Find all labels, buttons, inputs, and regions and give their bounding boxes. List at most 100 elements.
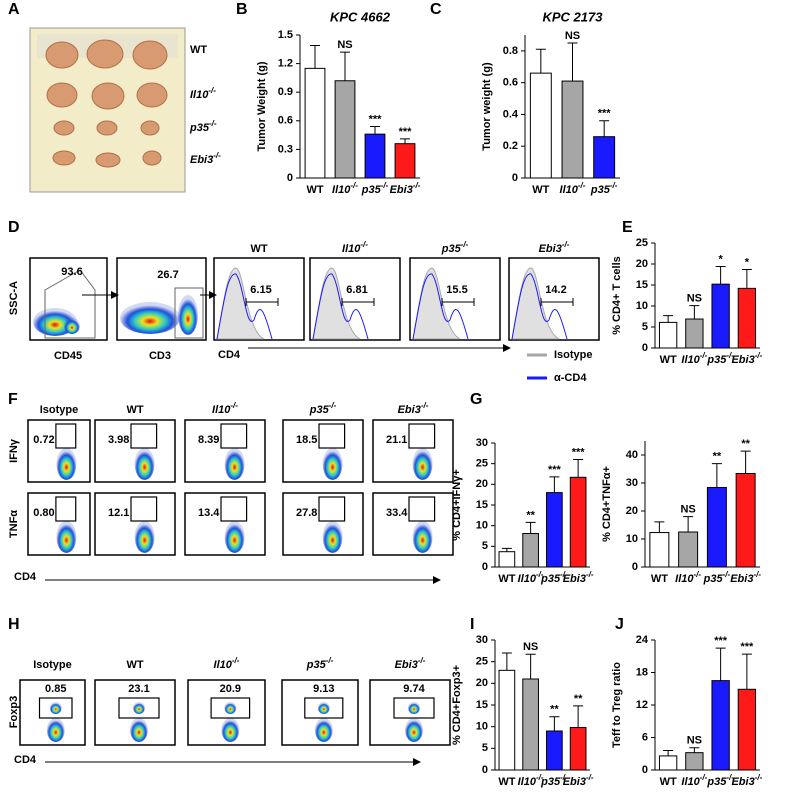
density-blob bbox=[56, 448, 77, 480]
y-tick-label: 24 bbox=[636, 634, 649, 646]
flow-plot bbox=[27, 492, 91, 556]
isotype-histogram bbox=[312, 267, 361, 340]
y-tick-label: 0.9 bbox=[278, 86, 293, 98]
y-tick-label: 30 bbox=[476, 634, 488, 646]
significance-label: *** bbox=[714, 635, 728, 647]
bar bbox=[685, 318, 704, 349]
y-tick-label: 25 bbox=[476, 656, 488, 668]
gate-value: 21.1 bbox=[386, 434, 407, 446]
density-blob bbox=[49, 702, 62, 714]
gate bbox=[304, 697, 344, 719]
histogram-plot bbox=[508, 257, 600, 341]
y-tick-label: 0.8 bbox=[503, 45, 518, 57]
y-axis-label: % CD4+TNFα+ bbox=[601, 466, 613, 542]
y-tick-label: 0 bbox=[642, 342, 648, 354]
column-label: Isotype bbox=[40, 404, 79, 416]
significance-label: *** bbox=[598, 108, 612, 120]
y-tick-label: 20 bbox=[636, 258, 648, 270]
error-bar bbox=[689, 305, 700, 320]
x-tick-label: p35-/- bbox=[703, 570, 731, 585]
flow-plot bbox=[187, 679, 266, 746]
gate bbox=[408, 496, 436, 522]
gate bbox=[393, 697, 435, 719]
density-blob bbox=[408, 702, 420, 714]
column-label: Ebi3-/- bbox=[539, 240, 570, 255]
chart-title: KPC 2173 bbox=[543, 9, 604, 24]
density-blob bbox=[322, 521, 343, 553]
flow-plot bbox=[282, 492, 364, 556]
chart-title: KPC 4662 bbox=[330, 9, 391, 24]
x-tick-label: Ebi3-/- bbox=[563, 570, 594, 585]
column-label: WT bbox=[126, 404, 143, 416]
y-axis-label: Tumor Weight (g) bbox=[256, 61, 268, 151]
y-tick-label: 30 bbox=[626, 477, 638, 489]
bar bbox=[711, 680, 730, 771]
flow-plot bbox=[281, 679, 359, 746]
error-bar bbox=[310, 44, 320, 69]
density-blob bbox=[224, 521, 245, 553]
x-tick-label: WT bbox=[498, 776, 515, 788]
error-bar bbox=[573, 705, 584, 728]
x-tick-label: WT bbox=[660, 776, 677, 788]
error-bar bbox=[663, 750, 674, 756]
isotype-histogram bbox=[511, 267, 560, 340]
gate-value: 0.85 bbox=[45, 683, 66, 695]
y-tick-label: 25 bbox=[476, 458, 488, 470]
y-tick-label: 5 bbox=[482, 742, 488, 754]
cd4-histogram bbox=[312, 273, 369, 340]
x-tick-label: Ebi3-/- bbox=[390, 181, 421, 196]
bar bbox=[593, 136, 616, 179]
error-bar bbox=[370, 126, 380, 135]
panel-letter: I bbox=[470, 616, 474, 633]
y-tick-label: 0 bbox=[482, 764, 488, 776]
bar bbox=[498, 669, 516, 771]
error-bar bbox=[525, 653, 536, 679]
column-label: WT bbox=[126, 659, 143, 671]
bar bbox=[649, 532, 670, 568]
gate bbox=[318, 496, 346, 522]
panel-letter: F bbox=[8, 391, 18, 408]
x-tick-label: Ebi3-/- bbox=[731, 773, 762, 788]
error-bar bbox=[400, 138, 410, 144]
significance-label: * bbox=[718, 253, 723, 265]
x-tick-label: p35-/- bbox=[590, 181, 618, 196]
significance-label: ** bbox=[574, 693, 583, 705]
y-tick-label: 0.6 bbox=[278, 115, 293, 127]
y-axis-label: Teff to Treg ratio bbox=[611, 662, 623, 748]
y-tick-label: 0 bbox=[642, 764, 648, 776]
significance-label: NS bbox=[687, 735, 702, 747]
histogram-plot bbox=[409, 257, 501, 341]
panel-letter: B bbox=[236, 1, 248, 18]
error-bar bbox=[549, 476, 560, 493]
bar bbox=[304, 67, 326, 179]
x-tick-label: WT bbox=[660, 354, 677, 366]
panel-letter: A bbox=[8, 1, 20, 18]
column-label: p35-/- bbox=[309, 401, 337, 416]
bar bbox=[334, 80, 356, 179]
y-tick-label: 0 bbox=[287, 172, 293, 184]
legend-label: α-CD4 bbox=[554, 372, 587, 384]
gate bbox=[220, 496, 248, 522]
x-tick-label: Ebi3-/- bbox=[731, 351, 762, 366]
photo-label: WT bbox=[190, 44, 207, 56]
gate-value: 18.5 bbox=[296, 434, 317, 446]
bar bbox=[658, 755, 678, 771]
density-blob bbox=[412, 448, 433, 480]
error-bar bbox=[711, 463, 722, 488]
axis-label: CD4 bbox=[14, 754, 37, 766]
axis-label: CD45 bbox=[54, 350, 82, 362]
gate bbox=[118, 697, 160, 719]
significance-label: *** bbox=[740, 641, 754, 653]
bar bbox=[569, 476, 587, 568]
gate bbox=[130, 496, 158, 522]
column-label: Il10-/- bbox=[214, 656, 240, 671]
significance-label: NS bbox=[680, 504, 695, 516]
gate-value: 6.15 bbox=[250, 284, 271, 296]
bar bbox=[711, 283, 730, 349]
y-tick-label: 0 bbox=[512, 172, 518, 184]
column-label: Ebi3-/- bbox=[395, 656, 426, 671]
density-blob bbox=[178, 295, 198, 335]
x-tick-label: p35-/- bbox=[706, 773, 734, 788]
gate bbox=[130, 423, 158, 449]
histogram-plot bbox=[213, 257, 305, 341]
